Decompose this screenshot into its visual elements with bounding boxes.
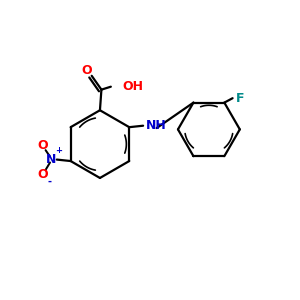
Text: O: O	[37, 139, 48, 152]
Text: OH: OH	[123, 80, 144, 93]
Text: F: F	[236, 92, 244, 105]
Text: NH: NH	[146, 119, 166, 132]
Text: +: +	[56, 146, 63, 155]
Text: O: O	[37, 168, 48, 181]
Text: O: O	[81, 64, 92, 77]
Text: N: N	[46, 153, 57, 166]
Text: -: -	[47, 176, 51, 186]
